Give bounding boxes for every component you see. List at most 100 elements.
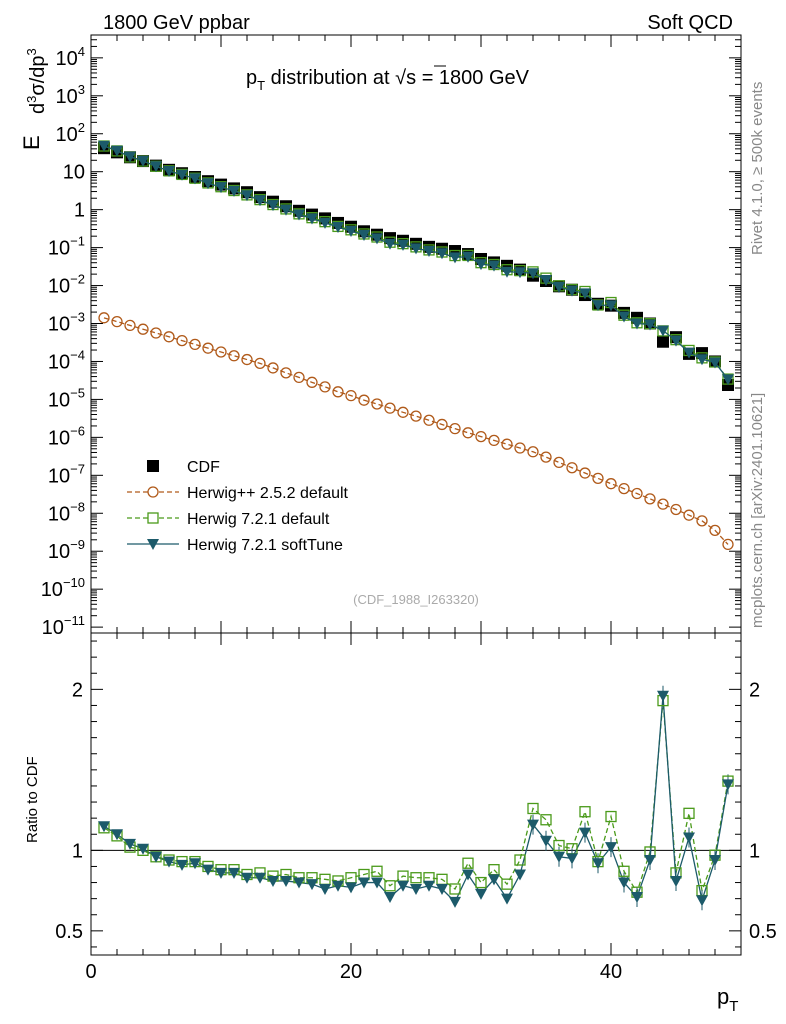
herwig7-softtune-point <box>657 325 669 337</box>
ratio-herwig7-softtune-point <box>241 872 253 884</box>
herwigpp-point <box>332 386 344 398</box>
herwigpp-point <box>722 538 734 551</box>
legend-label: Herwig++ 2.5.2 default <box>187 485 349 502</box>
cdf-point <box>657 335 669 348</box>
ratio-axes: 0.5 0.51 12 20 20 40 <box>55 633 777 983</box>
ratio-ytick-label: 2 <box>72 679 83 701</box>
herwig7-softtune-point <box>189 173 201 185</box>
herwigpp-point <box>566 462 578 474</box>
herwigpp-point <box>124 319 136 332</box>
herwigpp-point <box>228 350 240 362</box>
herwig7-softtune-point <box>553 281 565 293</box>
legend-herwig7-softtune-marker <box>147 539 159 550</box>
herwigpp-point <box>540 451 552 463</box>
herwig7-softtune-point <box>371 233 383 245</box>
herwigpp-point <box>670 503 682 516</box>
main-ytick-label: 10−2 <box>48 272 85 298</box>
ratio-ytick-label: 0.5 <box>55 921 83 943</box>
ratio-herwig7-softtune-point <box>189 858 201 870</box>
ratio-herwig7-softtune-point <box>150 851 162 863</box>
herwig7-softtune-point <box>150 161 162 173</box>
ratio-herwig7-softtune-point <box>332 880 344 892</box>
herwigpp-point <box>254 357 266 370</box>
herwig7-softtune-point <box>124 151 136 163</box>
ratio-herwig7-default-point <box>514 854 526 866</box>
herwig7-softtune-point <box>631 318 643 330</box>
herwigpp-point <box>306 376 318 388</box>
herwigpp-point <box>514 442 526 454</box>
ratio-herwig7-softtune-point <box>618 877 630 889</box>
herwig7-softtune-point <box>670 335 682 347</box>
main-ytick-label: 10−10 <box>41 575 85 601</box>
ratio-herwig7-default-point <box>579 806 591 818</box>
herwig7-softtune-point <box>111 145 123 157</box>
main-ytick-label: 10−6 <box>48 423 85 449</box>
herwigpp-point <box>150 327 162 339</box>
herwigpp-point <box>605 478 617 490</box>
ratio-herwig7-softtune-point <box>462 869 474 881</box>
main-ylabel: E d3σ/dp3 <box>19 48 49 150</box>
svg-text:d3σ/dp3: d3σ/dp3 <box>24 48 49 114</box>
header-left-label: 1800 GeV ppbar <box>103 12 250 34</box>
herwig7-softtune-point <box>332 222 344 234</box>
herwigpp-point <box>423 414 435 426</box>
herwigpp-point <box>137 323 149 335</box>
ratio-herwig7-default-point <box>462 857 474 869</box>
ratio-herwig7-softtune-point <box>696 895 708 907</box>
xtick-label: 40 <box>600 961 622 983</box>
herwigpp-point <box>501 438 513 450</box>
herwig7-softtune-point <box>293 209 305 221</box>
ratio-herwig7-softtune-point <box>436 883 448 895</box>
herwigpp-point <box>358 394 370 406</box>
herwig7-softtune-point <box>462 251 474 263</box>
ratio-herwig7-softtune-point <box>527 819 539 831</box>
ratio-herwig7-softtune-point <box>98 821 110 833</box>
ratio-herwig7-default-point <box>553 839 565 852</box>
herwigpp-point <box>462 427 474 439</box>
herwigpp-point <box>319 381 331 393</box>
legend-herwigpp-marker <box>147 486 159 498</box>
herwig7-softtune-point <box>592 300 604 312</box>
ratio-ytick-label-right: 0.5 <box>749 921 777 943</box>
ratio-herwig7-default-point <box>618 865 630 877</box>
ratio-herwig7-softtune-point <box>254 872 266 884</box>
ratio-herwig7-softtune-point <box>124 838 136 850</box>
herwig7-softtune-point <box>540 275 552 287</box>
herwigpp-point <box>384 402 396 414</box>
ratio-herwig7-softtune-point <box>423 880 435 892</box>
herwigpp-point <box>709 524 721 536</box>
ratio-herwig7-default-point <box>384 880 396 892</box>
main-ytick-label: 10−1 <box>48 234 85 260</box>
herwigpp-point <box>111 315 123 328</box>
herwig7-softtune-point <box>202 178 214 190</box>
main-ytick-label: 10 <box>63 162 85 184</box>
herwigpp-point <box>449 422 461 435</box>
main-ytick-label: 103 <box>56 82 85 108</box>
ratio-herwig7-softtune-point <box>267 875 279 887</box>
ratio-ytick-label-right: 2 <box>749 679 760 701</box>
main-ytick-label: 104 <box>56 44 85 70</box>
legend-herwig7-default-marker <box>147 512 159 524</box>
ratio-herwig7-softtune-point <box>579 827 591 839</box>
herwig7-softtune-point <box>345 226 357 238</box>
herwig7-softtune-point <box>579 288 591 300</box>
herwigpp-point <box>176 334 188 347</box>
ratio-herwig7-softtune-point <box>306 879 318 891</box>
ratio-herwig7-softtune-point <box>475 888 487 900</box>
herwig7-softtune-point <box>488 260 500 272</box>
ratio-herwig7-softtune-point <box>280 875 292 887</box>
ratio-herwig7-softtune-point <box>293 877 305 889</box>
legend-label: CDF <box>187 459 220 476</box>
ratio-herwig7-softtune-point <box>215 867 227 879</box>
ratio-herwig7-softtune-point <box>202 864 214 876</box>
herwig7-softtune-point <box>514 267 526 279</box>
analysis-watermark: (CDF_1988_I263320) <box>353 592 479 607</box>
herwigpp-point <box>163 331 175 343</box>
herwig7-softtune-point <box>137 155 149 167</box>
mcplots-label: mcplots.cern.ch [arXiv:2401.10621] <box>749 393 766 628</box>
ratio-herwig7-default-point <box>410 872 422 884</box>
herwigpp-line <box>103 317 729 545</box>
herwigpp-point <box>241 353 253 366</box>
herwigpp-point <box>683 509 695 521</box>
herwig7-softtune-point <box>384 238 396 250</box>
